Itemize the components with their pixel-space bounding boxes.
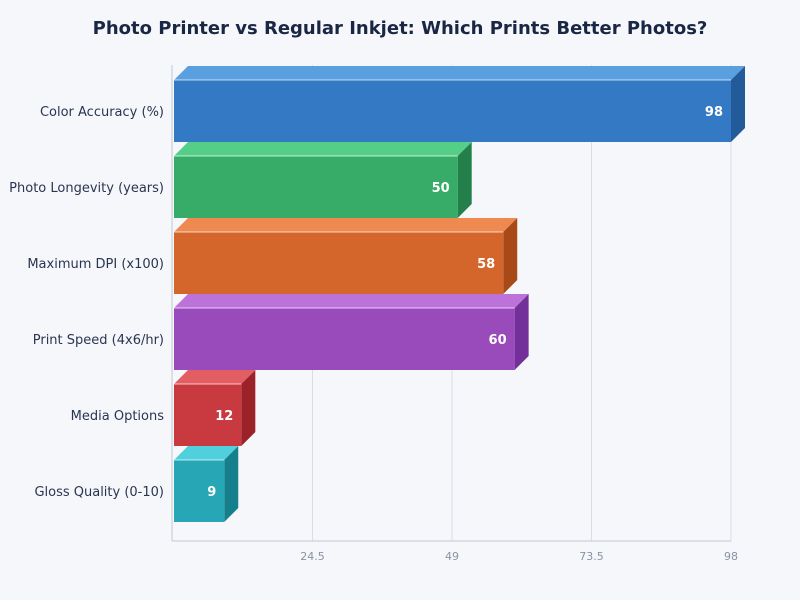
bar-side-face [224, 446, 239, 522]
bar-side-face [731, 66, 745, 142]
bars: 98 50 58 60 12 9 [174, 66, 745, 522]
bar-front-face [174, 460, 225, 522]
bar-front-face [174, 384, 242, 446]
bar: 98 [174, 66, 745, 142]
bar-front-face [174, 156, 458, 218]
data-label: 98 [705, 105, 723, 120]
category-labels: Color Accuracy (%) Photo Longevity (years… [9, 105, 164, 500]
x-tick-label: 24.5 [300, 550, 325, 563]
bar-side-face [241, 370, 256, 446]
bar-front-face [174, 308, 515, 370]
bar-top-face [174, 142, 472, 156]
bar-side-face [514, 294, 529, 370]
bar: 9 [174, 446, 239, 522]
category-label: Photo Longevity (years) [9, 181, 164, 196]
category-label: Print Speed (4x6/hr) [33, 333, 164, 348]
bar: 50 [174, 142, 472, 218]
bar: 60 [174, 294, 529, 370]
category-label: Color Accuracy (%) [40, 105, 164, 120]
bar-side-face [503, 218, 518, 294]
data-label: 12 [215, 409, 233, 424]
bar-front-face [174, 232, 504, 294]
x-tick-label: 98 [724, 550, 738, 563]
bar-top-face [174, 446, 239, 460]
bar-side-face [457, 142, 472, 218]
chart-title: Photo Printer vs Regular Inkjet: Which P… [93, 18, 708, 39]
bar-front-face [174, 80, 731, 142]
x-tick-labels: 24.5 49 73.5 98 [300, 550, 738, 563]
bar-top-face [174, 370, 256, 384]
x-tick-label: 73.5 [579, 550, 604, 563]
data-label: 60 [489, 333, 507, 348]
bar: 12 [174, 370, 256, 446]
bar-top-face [174, 294, 529, 308]
bar-top-face [174, 66, 745, 80]
category-label: Media Options [71, 409, 165, 424]
data-label: 9 [207, 485, 216, 500]
data-label: 50 [432, 181, 450, 196]
data-label: 58 [477, 257, 495, 272]
category-label: Maximum DPI (x100) [27, 257, 164, 272]
category-label: Gloss Quality (0-10) [34, 485, 164, 500]
bar-top-face [174, 218, 518, 232]
x-tick-label: 49 [445, 550, 459, 563]
bar: 58 [174, 218, 518, 294]
